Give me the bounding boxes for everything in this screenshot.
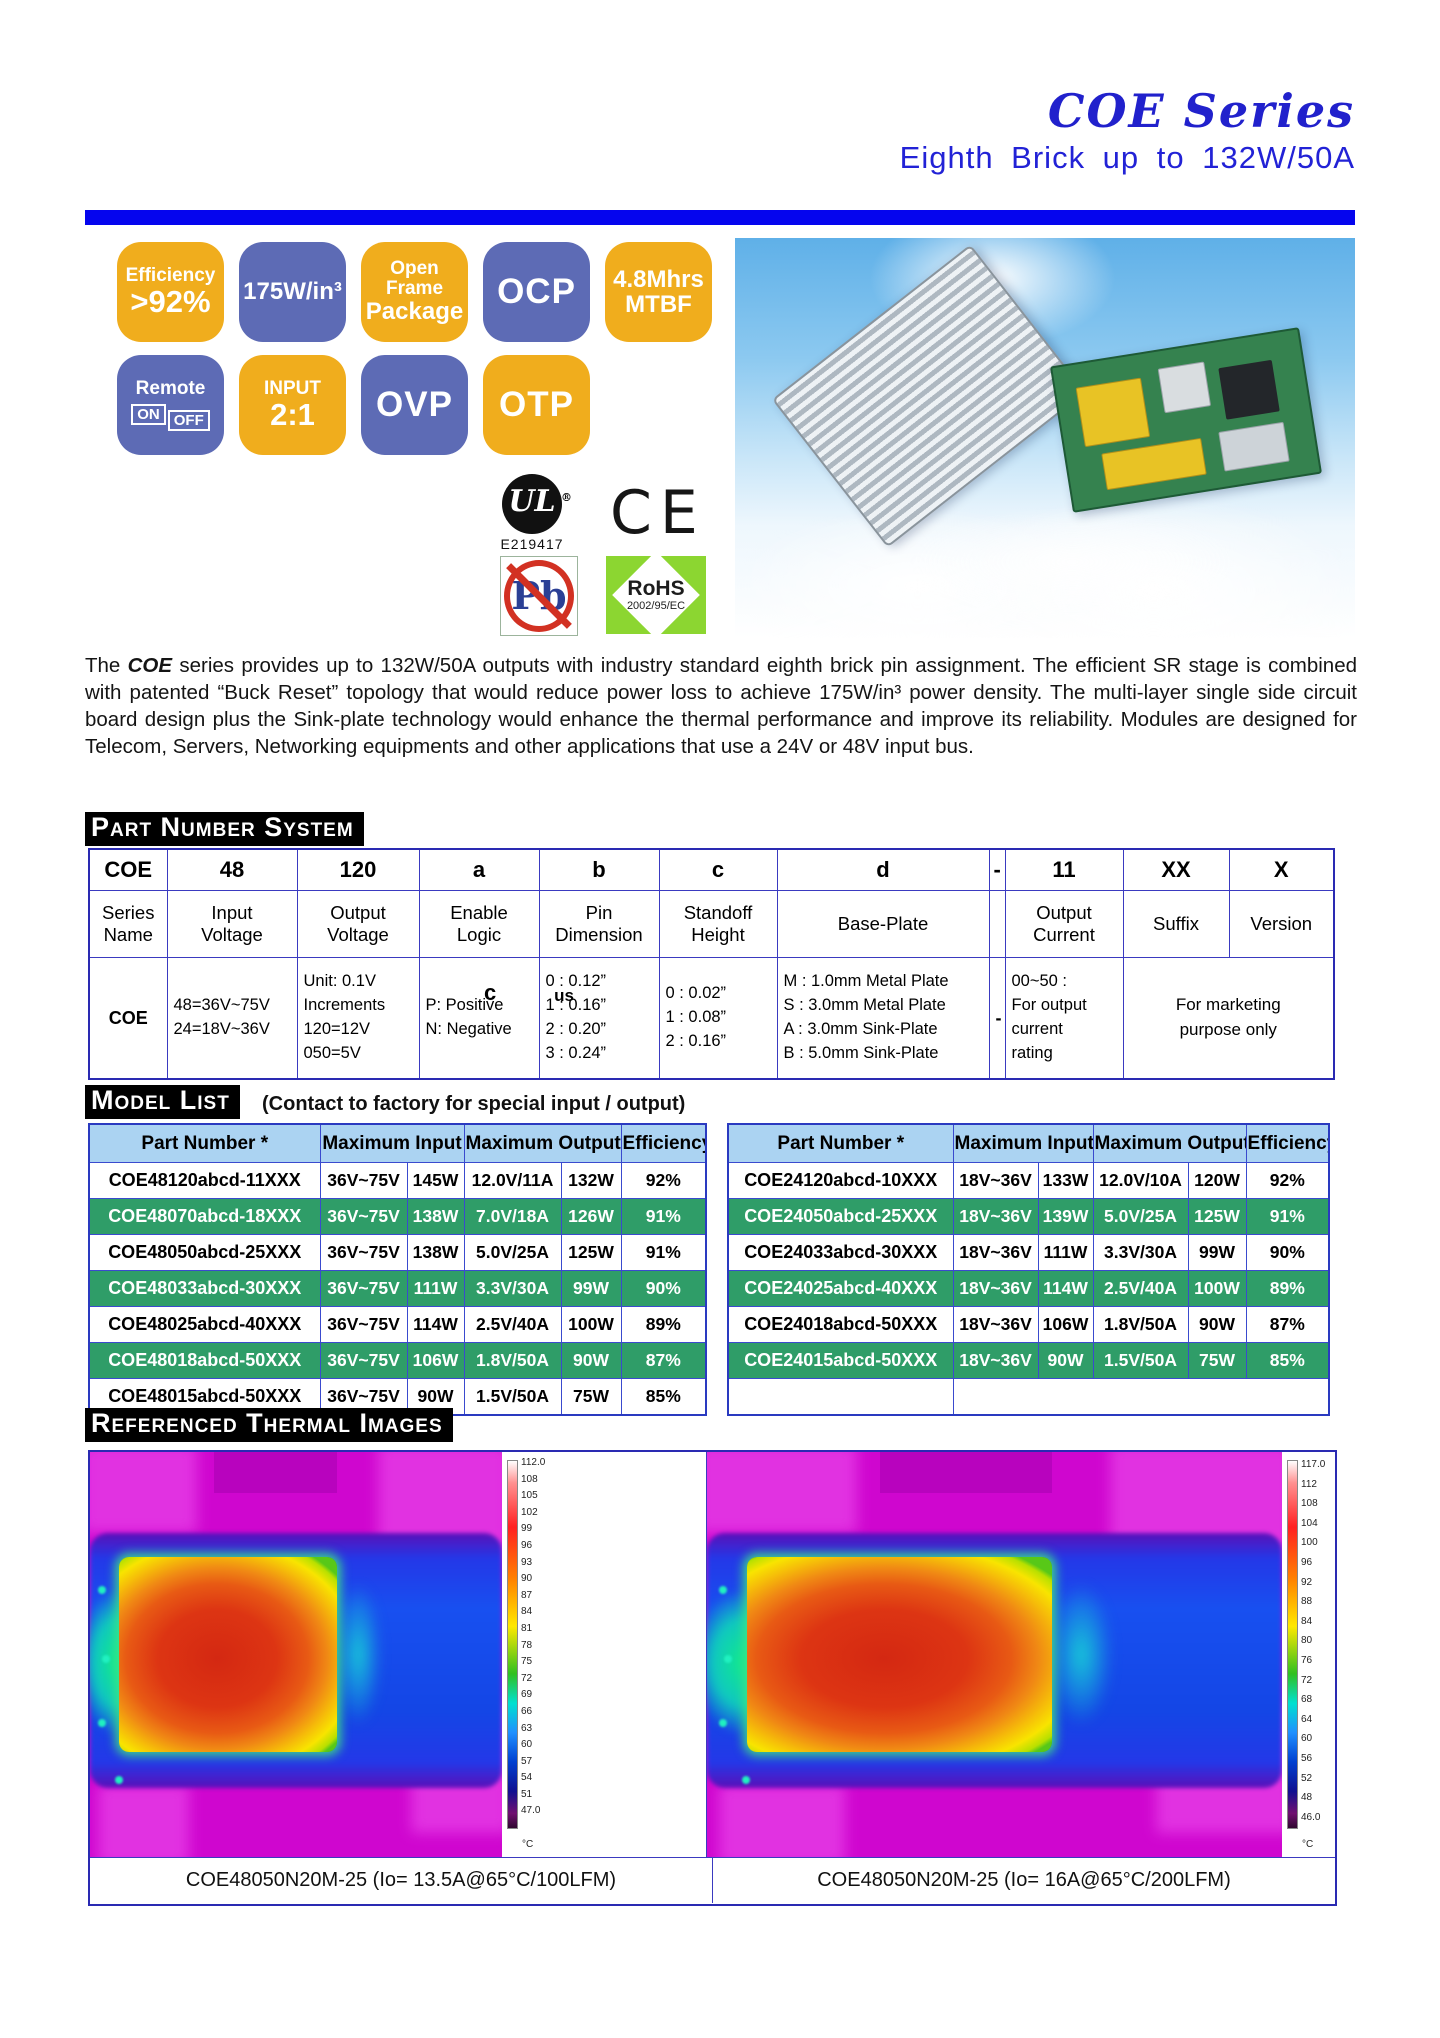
thermal-photo [707,1452,1282,1857]
table-row: COE24018abcd-50XXX 18V~36V 106W 1.8V/50A 90W… [727,1306,1330,1343]
table-row: COE24050abcd-25XXX 18V~36V 139W 5.0V/25A 125… [727,1198,1330,1235]
badge-remote-onoff: Remote ON OFF [117,355,224,455]
badge-mtbf: 4.8Mhrs MTBF [605,242,712,342]
hot-module-region [118,1557,338,1752]
thermal-image-right: 117.0 112 108 104 100 96 92 88 84 80 76 … [707,1452,1335,1857]
badge-otp: OTP [483,355,590,455]
on-off-waveform-icon: ON OFF [131,403,210,432]
scale-tick-labels: 112.0 108 105 102 99 96 93 90 87 84 81 7… [521,1457,546,1817]
table-row: COE24015abcd-50XXX 18V~36V 90W 1.5V/50A 75W 8… [727,1342,1330,1379]
table-row: COE48033abcd-30XXX 36V~75V 111W 3.3V/30A 99W… [88,1270,707,1307]
pns-detail-row: COE 48=36V~75V 24=18V~36V Unit: 0.1V Inc… [88,957,1335,1080]
pns-code-row: COE 48 120 a b c d - 11 XX X [88,848,1335,891]
thermal-image-left: 112.0 108 105 102 99 96 93 90 87 84 81 7… [90,1452,707,1857]
thermal-caption-left: COE48050N20M-25 (Io= 13.5A@65°C/100LFM) [90,1858,713,1903]
section-title-part-number-system: Part Number System [85,812,364,847]
table-row: COE48120abcd-11XXX 36V~75V 145W 12.0V/11A 13… [88,1162,707,1199]
feature-badges: Efficiency >92% 175W/in³ Open Frame Pack… [117,242,737,468]
badge-row-2: Remote ON OFF INPUT 2:1 OVP OTP [117,355,737,455]
model-table-header: Part Number * Maximum Input Maximum Outp… [88,1123,707,1163]
section-title-model-list: Model List [85,1085,240,1120]
color-scale-bar [1287,1460,1298,1829]
model-list-note: (Contact to factory for special input / … [262,1093,686,1115]
badge-open-frame: Open Frame Package [361,242,468,342]
table-row: COE48018abcd-50XXX 36V~75V 106W 1.8V/50A 90W… [88,1342,707,1379]
temperature-scale-right: 117.0 112 108 104 100 96 92 88 84 80 76 … [1282,1452,1335,1857]
thermal-photo [90,1452,502,1857]
series-description: The COE series provides up to 132W/50A o… [85,654,1357,758]
table-row: COE48025abcd-40XXX 36V~75V 114W 2.5V/40A 100… [88,1306,707,1343]
page-subtitle: Eighth Brick up to 132W/50A [899,140,1355,175]
badge-efficiency: Efficiency >92% [117,242,224,342]
table-row: COE48070abcd-18XXX 36V~75V 138W 7.0V/18A 126… [88,1198,707,1235]
header-divider-bar [85,210,1355,225]
table-row: COE48050abcd-25XXX 36V~75V 138W 5.0V/25A 125… [88,1234,707,1271]
badge-ovp: OVP [361,355,468,455]
model-table-header: Part Number * Maximum Input Maximum Outp… [727,1123,1330,1163]
series-title: COE Series [1047,84,1355,138]
product-photo [735,238,1355,638]
thermal-caption-right: COE48050N20M-25 (Io= 16A@65°C/200LFM) [817,1869,1231,1891]
badge-row-1: Efficiency >92% 175W/in³ Open Frame Pack… [117,242,737,342]
ce-mark-icon: CE [610,478,706,548]
color-scale-bar [507,1460,518,1829]
temperature-scale-left: 112.0 108 105 102 99 96 93 90 87 84 81 7… [502,1452,557,1857]
badge-power-density: 175W/in³ [239,242,346,342]
model-table-48v: Part Number * Maximum Input Maximum Outp… [88,1123,708,1416]
ul-certification-icon: UL ® E219417 c us [472,474,592,1005]
table-row: COE24033abcd-30XXX 18V~36V 111W 3.3V/30A 99W… [727,1234,1330,1271]
lead-free-icon: Pb [500,556,578,636]
table-row: COE24025abcd-40XXX 18V~36V 114W 2.5V/40A 100… [727,1270,1330,1307]
rohs-icon: RoHS 2002/95/EC [606,556,706,634]
badge-input-range: INPUT 2:1 [239,355,346,455]
hot-module-region [747,1557,1052,1752]
scale-tick-labels: 117.0 112 108 104 100 96 92 88 84 80 76 … [1301,1459,1326,1823]
model-table-24v: Part Number * Maximum Input Maximum Outp… [727,1123,1331,1416]
thermal-images-panel: 112.0 108 105 102 99 96 93 90 87 84 81 7… [88,1450,1337,1906]
table-row-empty [727,1378,1330,1416]
part-number-system-table: COE 48 120 a b c d - 11 XX X Series Name… [88,848,1335,1080]
badge-ocp: OCP [483,242,590,342]
section-title-thermal-images: Referenced Thermal Images [85,1408,453,1443]
ul-file-number: E219417 [500,536,564,552]
table-row: COE24120abcd-10XXX 18V~36V 133W 12.0V/10A 12… [727,1162,1330,1199]
pns-label-row: Series Name Input Voltage Output Voltage… [88,890,1335,958]
